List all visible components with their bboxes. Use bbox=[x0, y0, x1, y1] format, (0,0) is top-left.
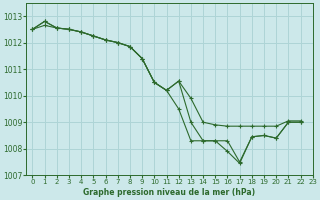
X-axis label: Graphe pression niveau de la mer (hPa): Graphe pression niveau de la mer (hPa) bbox=[84, 188, 256, 197]
